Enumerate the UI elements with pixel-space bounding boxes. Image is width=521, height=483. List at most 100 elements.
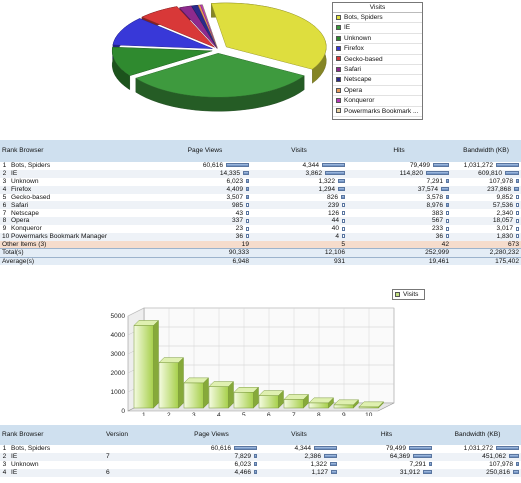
table-row: 2 IE 14,335 3,862 114,820 609,810 [0, 169, 521, 178]
x-tick-label: 7 [292, 412, 296, 416]
x-tick-label: 2 [167, 412, 171, 416]
value-bar [423, 470, 432, 475]
table-row: 4 IE 6 4,466 1,127 31,912 250,816 [0, 468, 521, 477]
x-tick-label: 3 [192, 412, 196, 416]
value-bar [516, 179, 519, 184]
value-bar [342, 226, 345, 231]
header2-version[interactable]: Version [104, 425, 164, 445]
value-bar [246, 195, 249, 199]
value-bar [342, 202, 345, 207]
pie-slice-2[interactable] [135, 53, 305, 98]
bar-chart: 0 1000 2000 3000 4000 5000 1 2 3 4 5 6 7 8 9 10 [111, 307, 395, 416]
bar-8[interactable] [308, 402, 329, 409]
pie-legend-title: Visits [333, 3, 422, 13]
value-bar [446, 202, 449, 207]
bar-3[interactable] [183, 382, 204, 409]
bar-5[interactable] [233, 392, 254, 409]
legend-swatch [336, 14, 341, 20]
legend-swatch [336, 35, 341, 41]
bar-side-9 [353, 399, 359, 409]
header-bandwidth[interactable]: Bandwidth (KB) [451, 140, 521, 162]
value-bar [446, 179, 449, 184]
table-row: 1 Bots, Spiders 60,616 4,344 79,499 1,031,272 [0, 445, 521, 453]
header-visits[interactable]: Visits [251, 140, 347, 162]
header2-rank-browser[interactable]: Rank Browser [0, 425, 104, 445]
bar-legend: Visits [392, 289, 425, 300]
pie-legend-item: Bots, Spiders [333, 13, 422, 24]
value-bar [496, 446, 519, 451]
value-bar [246, 218, 249, 223]
header2-page-views[interactable]: Page Views [164, 425, 259, 445]
header-rank-browser[interactable]: Rank Browser [0, 140, 159, 162]
pie-slice-4[interactable] [112, 18, 213, 49]
value-bar [446, 226, 449, 231]
value-bar [324, 454, 337, 459]
value-bar [429, 462, 432, 467]
bar-side-1 [153, 319, 159, 409]
value-bar [446, 195, 449, 199]
header-page-views[interactable]: Page Views [159, 140, 251, 162]
y-tick-label: 2000 [111, 370, 126, 377]
pie-slice-5[interactable] [141, 6, 215, 48]
bar-side-5 [253, 386, 259, 409]
header2-bandwidth[interactable]: Bandwidth (KB) [434, 425, 521, 445]
value-bar [516, 210, 519, 215]
summary-row: Average(s) 6,948 931 19,461 175,402 [0, 256, 521, 266]
value-bar [341, 195, 345, 199]
bar-7[interactable] [283, 399, 304, 409]
bar-side-6 [278, 389, 284, 409]
pie-legend-item: Unknown [333, 34, 422, 45]
browser-version-table: Rank Browser Version Page Views Visits H… [0, 425, 521, 477]
y-tick-label: 0 [121, 408, 125, 415]
value-bar [513, 470, 519, 475]
bar-9[interactable] [333, 404, 354, 409]
legend-swatch [336, 25, 341, 31]
bar-1[interactable] [133, 325, 154, 409]
value-bar [243, 171, 249, 176]
header-hits[interactable]: Hits [347, 140, 451, 162]
value-bar [246, 234, 249, 239]
x-tick-label: 8 [317, 412, 321, 416]
pie-slice-3[interactable] [111, 46, 213, 76]
value-bar [433, 163, 449, 168]
bar-6[interactable] [258, 395, 279, 409]
y-tick-label: 3000 [111, 351, 126, 358]
value-bar [514, 187, 519, 192]
pie-slice-1[interactable] [210, 2, 327, 70]
value-bar [516, 226, 519, 231]
value-bar [226, 163, 249, 168]
bar-side-7 [303, 393, 309, 409]
value-bar [342, 234, 345, 239]
browser-stats-table: Rank Browser Page Views Visits Hits Band… [0, 140, 521, 266]
bar-2[interactable] [158, 362, 179, 409]
table-row: 4 Firefox 4,409 1,294 37,574 237,868 [0, 185, 521, 194]
header2-hits[interactable]: Hits [339, 425, 434, 445]
bar-4[interactable] [208, 386, 229, 409]
table-row: 10 Powermarks Bookmark Manager 36 4 36 1,830 [0, 233, 521, 241]
pie-slice-6[interactable] [179, 5, 218, 49]
value-bar [254, 462, 257, 467]
other-items-row: Other Items (3) 19 5 42 673 [0, 240, 521, 249]
value-bar [246, 187, 249, 192]
header2-visits[interactable]: Visits [259, 425, 339, 445]
bar-side-10 [378, 401, 384, 409]
x-tick-label: 6 [267, 412, 271, 416]
bar-side-8 [328, 397, 334, 409]
value-bar [496, 163, 519, 168]
pie-legend-item: Firefox [333, 44, 422, 55]
x-tick-label: 1 [142, 412, 146, 416]
value-bar [516, 202, 519, 207]
pie-legend-item: Netscape [333, 75, 422, 86]
value-bar [505, 171, 519, 176]
legend-swatch [336, 56, 341, 62]
pie-slice-10[interactable] [202, 4, 218, 49]
value-bar [254, 470, 257, 475]
value-bar [516, 195, 519, 199]
value-bar [331, 470, 337, 475]
pie-legend-item: Powermarks Bookmark ... [333, 107, 422, 117]
table-row: 5 Gecko-based 3,507 826 3,578 9,852 [0, 193, 521, 202]
value-bar [246, 226, 249, 231]
table-row: 7 Netscape 43 126 383 2,340 [0, 209, 521, 218]
value-bar [413, 454, 432, 459]
table-row: 3 Unknown 6,023 1,322 7,291 107,978 [0, 177, 521, 186]
